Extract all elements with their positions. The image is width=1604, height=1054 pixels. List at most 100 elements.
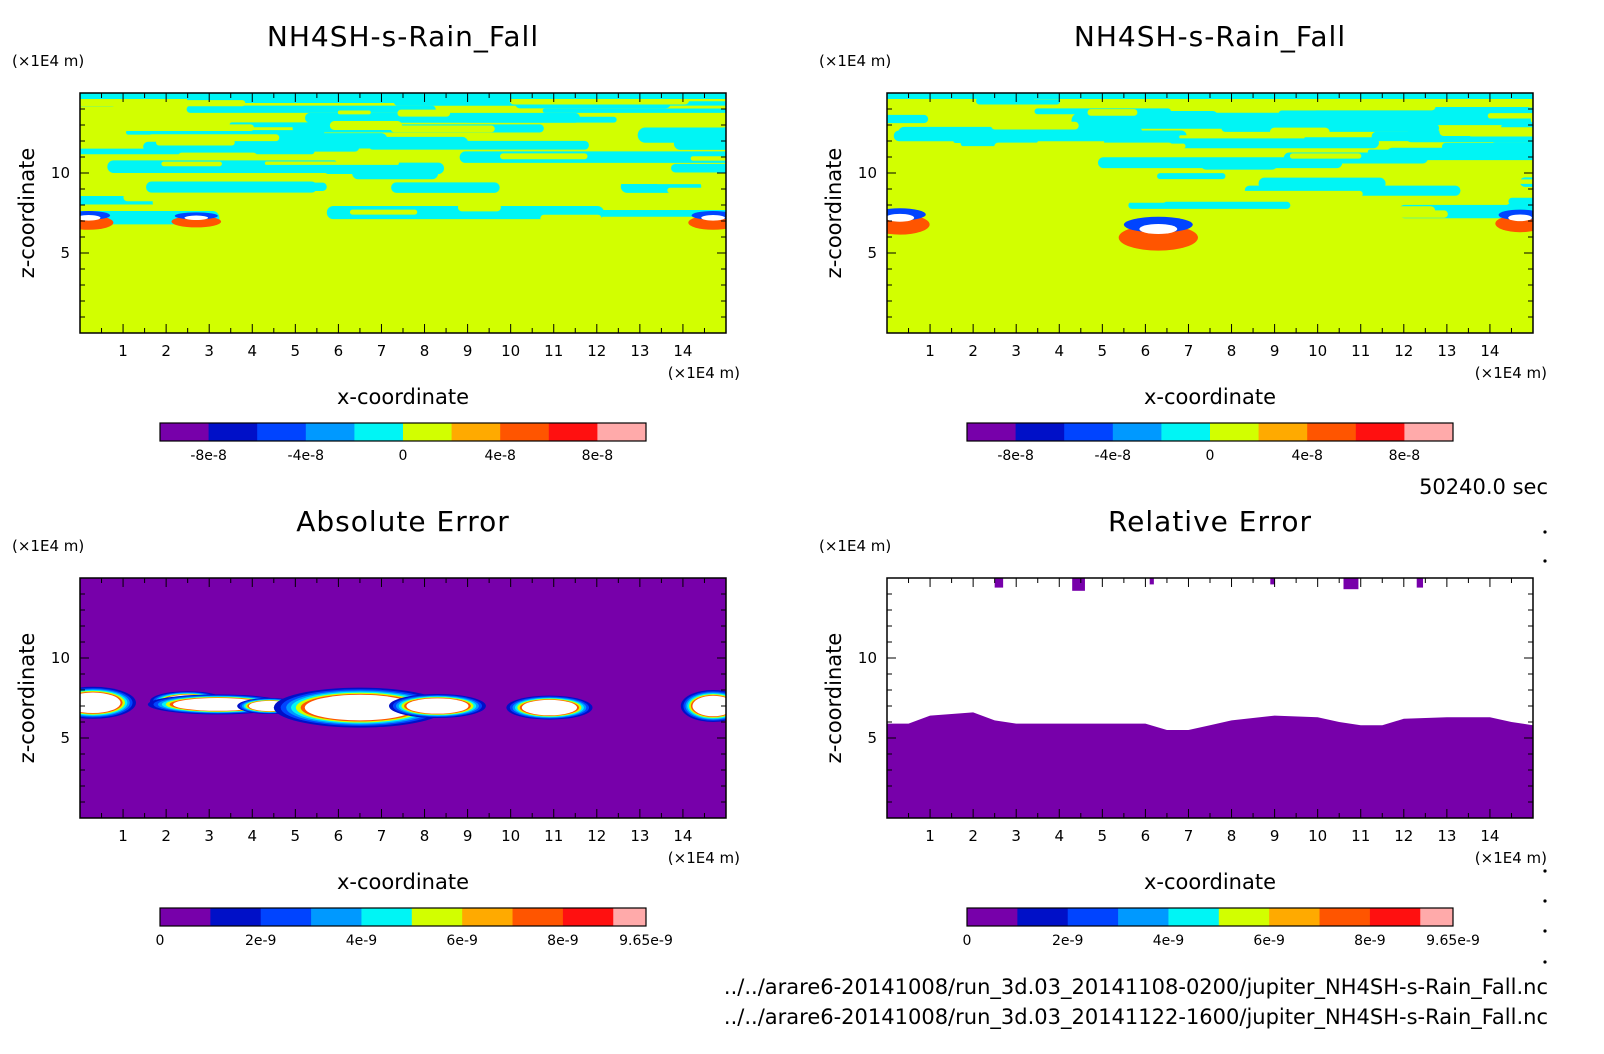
- green-band: [1390, 210, 1448, 218]
- chart-title: Relative Error: [1108, 505, 1312, 538]
- colorbar-label: 2e-9: [245, 933, 276, 949]
- x-tick-label: 10: [501, 342, 520, 360]
- x-tick-label: 14: [1480, 827, 1499, 845]
- green-band: [690, 156, 726, 161]
- x-unit-label: (×1E4 m): [668, 849, 740, 867]
- green-band: [349, 209, 418, 215]
- cyan-band: [162, 182, 327, 191]
- colorbar-swatch: [1112, 423, 1162, 441]
- y-axis-label: z-coordinate: [822, 148, 846, 279]
- x-tick-label: 12: [587, 827, 606, 845]
- colorbar-swatch: [967, 423, 1017, 441]
- colorbar-label: 4e-9: [346, 933, 377, 949]
- y-tick-label: 10: [51, 649, 70, 667]
- colorbar-label: 0: [963, 933, 972, 949]
- colorbar-swatch: [1161, 423, 1211, 441]
- green-band: [1439, 127, 1533, 136]
- x-tick-label: 2: [161, 342, 171, 360]
- cyan-band: [953, 138, 1038, 144]
- x-tick-label: 1: [925, 342, 935, 360]
- colorbar-swatch: [1210, 423, 1260, 441]
- y-axis-label: z-coordinate: [15, 148, 39, 279]
- colorbar-label: -8e-8: [997, 448, 1034, 464]
- colorbar: -8e-8 -4e-8 0 4e-8 8e-8: [159, 422, 647, 464]
- cyan-band: [976, 97, 1061, 105]
- x-tick-label: 8: [420, 342, 430, 360]
- x-tick-label: 14: [673, 342, 692, 360]
- colorbar-swatch: [1017, 908, 1069, 926]
- x-tick-label: 12: [1394, 827, 1413, 845]
- green-band: [991, 121, 1079, 130]
- cyan-band: [1295, 117, 1533, 126]
- x-tick-label: 8: [1227, 342, 1237, 360]
- colorbar-label: 9.65e-9: [1426, 933, 1480, 949]
- white-core: [184, 215, 209, 221]
- colorbar-label: -4e-8: [1095, 448, 1132, 464]
- green-band: [500, 153, 588, 160]
- x-unit-label: (×1E4 m): [668, 364, 740, 382]
- cyan-band: [368, 140, 589, 150]
- green-band: [994, 142, 1173, 151]
- x-tick-label: 4: [1054, 342, 1064, 360]
- white-core: [887, 213, 915, 222]
- x-tick-label: 2: [968, 342, 978, 360]
- y-tick-label: 5: [867, 244, 877, 262]
- colorbar-swatch: [411, 908, 463, 926]
- colorbar-swatch: [1404, 423, 1454, 441]
- x-tick-label: 11: [1351, 342, 1370, 360]
- colorbar-label: 0: [399, 448, 408, 464]
- chart-panel-1: NH4SH-s-Rain_Fall(×1E4 m)1 2 3 4 5 6 7 8 9 10 11 12…: [12, 20, 740, 464]
- chart-title: NH4SH-s-Rain_Fall: [267, 20, 539, 53]
- y-tick-label: 10: [858, 649, 877, 667]
- cyan-band: [1490, 142, 1533, 152]
- colorbar-swatch: [451, 423, 501, 441]
- cyan-band: [1508, 197, 1533, 205]
- green-band: [954, 171, 995, 178]
- colorbar-label: 0: [1206, 448, 1215, 464]
- y-axis-label: z-coordinate: [822, 633, 846, 764]
- speck: [1149, 578, 1154, 585]
- colorbar-label: 8e-8: [1389, 448, 1420, 464]
- speck: [1072, 578, 1085, 591]
- warm-blob: [171, 215, 222, 228]
- colorbar-swatch: [512, 908, 564, 926]
- green-band: [148, 134, 280, 142]
- x-tick-label: 7: [1184, 342, 1194, 360]
- colorbar-label: 4e-9: [1153, 933, 1184, 949]
- x-tick-label: 4: [1054, 827, 1064, 845]
- chart-title: NH4SH-s-Rain_Fall: [1074, 20, 1346, 53]
- y-unit-label: (×1E4 m): [819, 52, 891, 70]
- y-axis-label: z-coordinate: [15, 633, 39, 764]
- x-tick-label: 3: [204, 342, 214, 360]
- x-axis-label: x-coordinate: [337, 870, 469, 894]
- y-tick-label: 10: [51, 164, 70, 182]
- colorbar: 0 2e-9 4e-9 6e-9 8e-9 9.65e-9: [156, 907, 673, 949]
- cyan-band: [1258, 177, 1386, 190]
- y-tick-label: 10: [858, 164, 877, 182]
- colorbar-swatch: [462, 908, 514, 926]
- cyan-band: [326, 206, 604, 220]
- chart-title: Absolute Error: [296, 505, 510, 538]
- cyan-band: [1278, 110, 1533, 118]
- speck: [994, 578, 1004, 588]
- x-tick-label: 4: [247, 342, 257, 360]
- colorbar-label: -4e-8: [288, 448, 325, 464]
- cyan-band: [1128, 201, 1291, 209]
- x-tick-label: 13: [630, 827, 649, 845]
- x-tick-label: 10: [1308, 342, 1327, 360]
- colorbar-swatch: [1118, 908, 1169, 926]
- colorbar-swatch: [361, 908, 413, 926]
- green-band: [397, 109, 451, 117]
- colorbar-label: 6e-9: [1253, 933, 1284, 949]
- x-tick-label: 14: [673, 827, 692, 845]
- x-tick-label: 11: [1351, 827, 1370, 845]
- x-tick-label: 11: [544, 342, 563, 360]
- colorbar-label: 8e-8: [582, 448, 613, 464]
- green-band: [264, 161, 399, 165]
- x-tick-label: 7: [377, 827, 387, 845]
- green-band: [390, 125, 495, 133]
- colorbar-swatch: [500, 423, 550, 441]
- y-tick-label: 5: [867, 729, 877, 747]
- x-unit-label: (×1E4 m): [1475, 364, 1547, 382]
